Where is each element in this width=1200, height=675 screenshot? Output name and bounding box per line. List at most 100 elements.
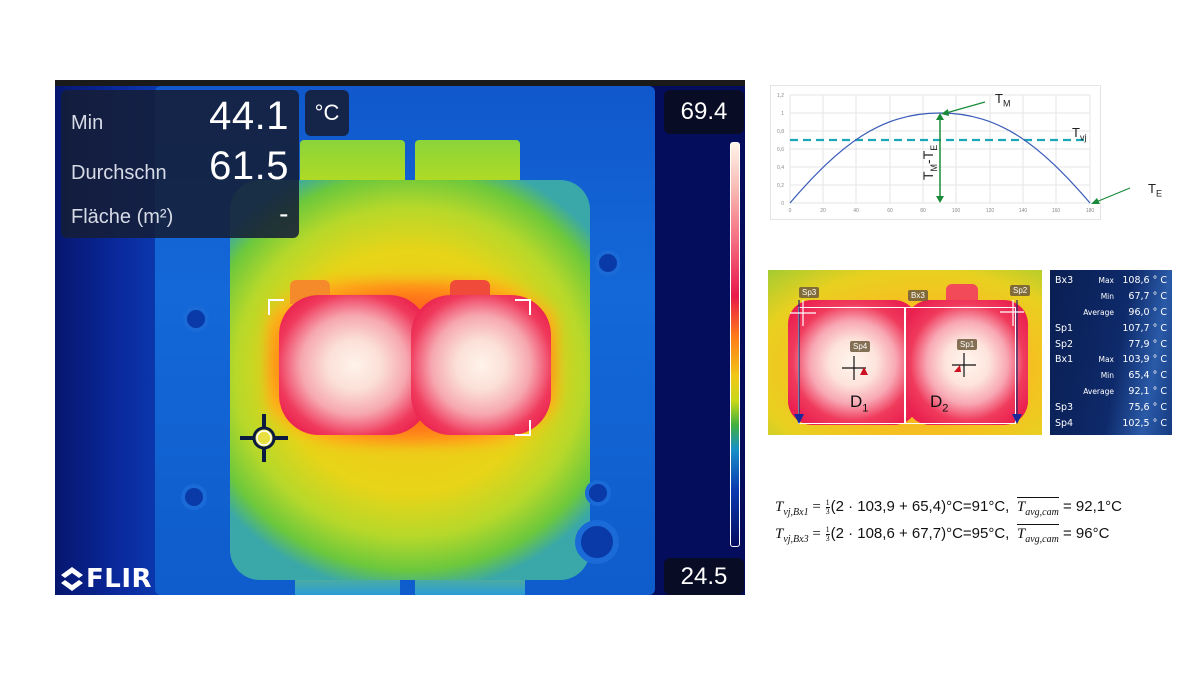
readout-label: Durchschn bbox=[71, 162, 167, 184]
thermal-camera-view: Min 44.1 Durchschn 61.5 Fläche (m²) - °C… bbox=[55, 80, 745, 595]
svg-text:0: 0 bbox=[781, 201, 784, 207]
meas-kind: Average bbox=[1083, 386, 1114, 396]
meas-id: Sp3 bbox=[1055, 401, 1074, 413]
sp2-crosshair-icon bbox=[1000, 300, 1024, 326]
scale-min-label: 24.5 bbox=[664, 558, 744, 595]
meas-value: 103,9 ° C bbox=[1122, 354, 1167, 366]
sp3-crosshair-icon bbox=[790, 300, 816, 326]
bolt bbox=[183, 306, 209, 332]
meas-value: 96,0 ° C bbox=[1128, 306, 1167, 318]
hotspot-d2 bbox=[906, 300, 1028, 425]
hotspot-chip-1 bbox=[279, 295, 429, 435]
meas-value: 108,6 ° C bbox=[1122, 275, 1167, 287]
table-row: Min 65,4 ° C bbox=[1055, 368, 1167, 384]
bolt-large bbox=[575, 520, 619, 564]
svg-text:40: 40 bbox=[853, 208, 859, 214]
svg-text:80: 80 bbox=[920, 208, 926, 214]
sp4-crosshair-icon bbox=[842, 356, 866, 380]
te-label: TE bbox=[1148, 181, 1162, 199]
region-label-d1: D1 bbox=[850, 392, 869, 415]
background-right bbox=[645, 86, 745, 595]
meas-kind: Max bbox=[1098, 355, 1114, 365]
table-row: Bx3 Max 108,6 ° C bbox=[1055, 273, 1167, 289]
meas-value: 102,5 ° C bbox=[1122, 417, 1167, 429]
table-row: Bx1 Max 103,9 ° C bbox=[1055, 352, 1167, 368]
meas-value: 107,7 ° C bbox=[1122, 322, 1167, 334]
formula-bx1: Tvj,Bx1 = 1 3 (2 · 103,9 + 65,4)°C=91°C, T… bbox=[775, 497, 1122, 518]
table-row: Sp4 102,5 ° C bbox=[1055, 415, 1167, 431]
table-row: Average 96,0 ° C bbox=[1055, 305, 1167, 321]
svg-text:160: 160 bbox=[1052, 208, 1061, 214]
formula-bx3: Tvj,Bx3 = 1 3 (2 · 108,6 + 67,7)°C=95°C, T… bbox=[775, 524, 1110, 545]
tm-te-label: TM-TE bbox=[920, 144, 939, 180]
tag-bx3: Bx3 bbox=[908, 290, 928, 301]
table-row: Sp3 75,6 ° C bbox=[1055, 399, 1167, 415]
readout-label: Fläche (m²) bbox=[71, 206, 174, 228]
tag-sp2: Sp2 bbox=[1010, 285, 1031, 296]
svg-text:120: 120 bbox=[986, 208, 995, 214]
meas-value: 92,1 ° C bbox=[1128, 385, 1167, 397]
svg-text:0: 0 bbox=[789, 208, 792, 214]
tag-sp4: Sp4 bbox=[850, 341, 871, 352]
readout-label: Min bbox=[71, 112, 104, 134]
temperature-color-scale bbox=[730, 142, 740, 547]
readout-value: 44.1 bbox=[209, 94, 289, 138]
spot-crosshair-icon[interactable] bbox=[238, 412, 290, 464]
down-arrow-icon bbox=[794, 414, 804, 424]
bolt bbox=[585, 480, 611, 506]
meas-kind: Average bbox=[1083, 307, 1114, 317]
measurement-box-corner bbox=[515, 299, 531, 315]
readout-min: Min 44.1 bbox=[71, 94, 289, 139]
svg-text:0,2: 0,2 bbox=[777, 183, 784, 189]
flir-brand-text: FLIR bbox=[86, 564, 153, 594]
bolt bbox=[595, 250, 621, 276]
measurement-box-corner bbox=[515, 420, 531, 436]
meas-id: Bx1 bbox=[1055, 354, 1074, 366]
flir-logo: FLIR bbox=[61, 564, 152, 594]
meas-kind: Max bbox=[1098, 276, 1114, 286]
down-arrow-icon bbox=[1012, 414, 1022, 424]
meas-id: Sp4 bbox=[1055, 417, 1074, 429]
chart-plot: 1,2 1 0,8 0,6 0,4 0,2 0 0 20 40 60 80 100 120 1… bbox=[770, 85, 1131, 220]
region-label-d2: D2 bbox=[930, 392, 949, 415]
unit-button[interactable]: °C bbox=[305, 90, 349, 136]
sp1-crosshair-icon bbox=[952, 353, 976, 377]
meas-value: 75,6 ° C bbox=[1128, 401, 1167, 413]
detail-markers bbox=[790, 300, 1024, 424]
meas-id: Sp2 bbox=[1055, 338, 1074, 350]
meas-kind: Min bbox=[1100, 292, 1114, 302]
hotspot-d1 bbox=[788, 300, 918, 425]
bolt bbox=[181, 484, 207, 510]
junction-temperature-formulas: Tvj,Bx1 = 1 3 (2 · 103,9 + 65,4)°C=91°C, T… bbox=[775, 496, 1185, 550]
thermal-detail-image: Sp3 Bx3 Sp2 Sp4 Sp1 D1 D2 bbox=[768, 270, 1042, 435]
svg-text:0,6: 0,6 bbox=[777, 147, 784, 153]
frame-top bbox=[55, 80, 745, 86]
meas-value: 65,4 ° C bbox=[1128, 370, 1167, 382]
tag-sp1: Sp1 bbox=[957, 339, 978, 350]
svg-text:1,2: 1,2 bbox=[777, 93, 784, 99]
readout-average: Durchschn 61.5 bbox=[71, 144, 289, 189]
table-row: Sp1 107,7 ° C bbox=[1055, 320, 1167, 336]
svg-text:140: 140 bbox=[1019, 208, 1028, 214]
readout-value: 61.5 bbox=[209, 144, 289, 188]
table-row: Average 92,1 ° C bbox=[1055, 384, 1167, 400]
measurement-box-corner bbox=[268, 299, 284, 315]
tag-sp3: Sp3 bbox=[799, 287, 820, 298]
temperature-profile-chart: 1,2 1 0,8 0,6 0,4 0,2 0 0 20 40 60 80 100 120 1… bbox=[770, 85, 1180, 220]
svg-text:180: 180 bbox=[1086, 208, 1095, 214]
table-row: Min 67,7 ° C bbox=[1055, 289, 1167, 305]
tm-label: TM bbox=[995, 91, 1011, 109]
readout-value: - bbox=[279, 198, 289, 229]
meas-id: Sp1 bbox=[1055, 322, 1074, 334]
table-row: Sp2 77,9 ° C bbox=[1055, 336, 1167, 352]
svg-text:0,4: 0,4 bbox=[777, 165, 784, 171]
max-marker-icon bbox=[954, 365, 961, 372]
svg-text:60: 60 bbox=[887, 208, 893, 214]
meas-value: 67,7 ° C bbox=[1128, 291, 1167, 303]
scale-max-label: 69.4 bbox=[664, 90, 744, 134]
hotspot-chip-2 bbox=[411, 295, 551, 435]
svg-text:100: 100 bbox=[952, 208, 961, 214]
flir-logo-icon bbox=[61, 567, 83, 591]
meas-id: Bx3 bbox=[1055, 275, 1074, 287]
